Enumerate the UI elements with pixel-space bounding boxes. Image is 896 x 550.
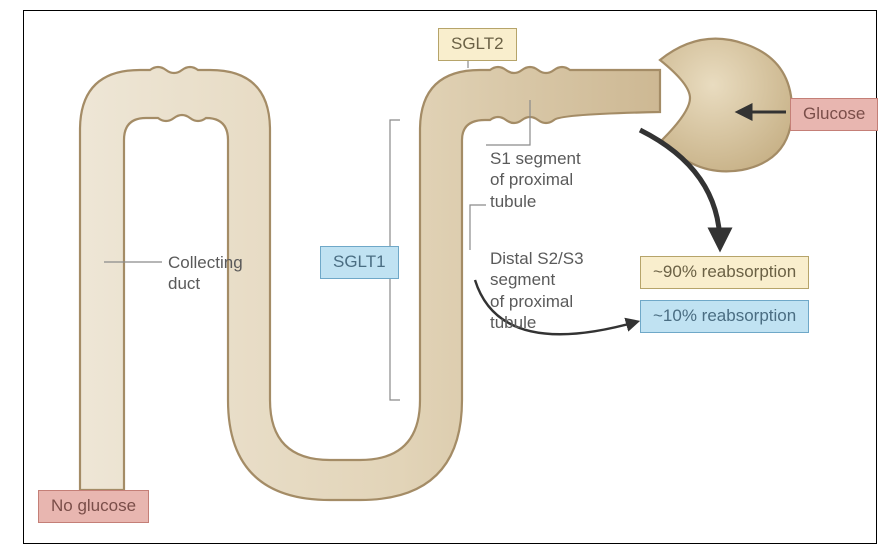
box-sglt2: SGLT2 [438,28,517,61]
label-s1-segment-text: S1 segmentof proximaltubule [490,149,581,211]
label-collecting-duct-text: Collectingduct [168,253,243,293]
box-sglt1-text: SGLT1 [333,252,386,271]
box-no-glucose-text: No glucose [51,496,136,515]
diagram-stage: SGLT2 SGLT1 Glucose No glucose ~90% reab… [0,0,896,550]
box-sglt1: SGLT1 [320,246,399,279]
leader-s2s3 [470,205,486,250]
box-no-glucose: No glucose [38,490,149,523]
box-sglt2-text: SGLT2 [451,34,504,53]
box-reabs-90-text: ~90% reabsorption [653,262,796,281]
glomerulus [660,39,792,172]
label-s1-segment: S1 segmentof proximaltubule [490,148,581,212]
label-collecting-duct: Collectingduct [168,252,243,295]
box-reabs-10-text: ~10% reabsorption [653,306,796,325]
box-glucose-text: Glucose [803,104,865,123]
box-reabs-90: ~90% reabsorption [640,256,809,289]
box-glucose: Glucose [790,98,878,131]
label-s2s3-segment-text: Distal S2/S3segmentof proximaltubule [490,249,584,332]
box-reabs-10: ~10% reabsorption [640,300,809,333]
label-s2s3-segment: Distal S2/S3segmentof proximaltubule [490,248,584,333]
